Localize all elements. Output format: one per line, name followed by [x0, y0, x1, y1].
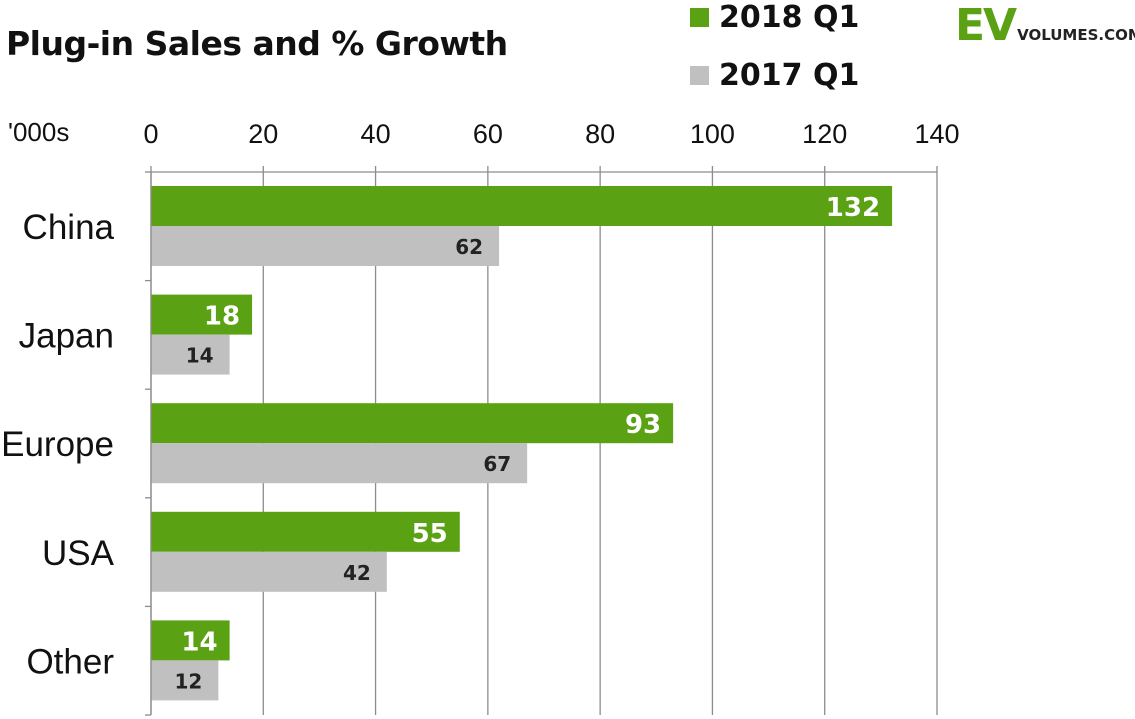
data-label-2018-q1-usa: 55	[412, 519, 448, 549]
data-label-2018-q1-other: 14	[181, 627, 217, 657]
category-label-usa: USA	[42, 534, 115, 573]
bar-2018-q1-usa	[151, 511, 460, 552]
x-tick-label-100: 100	[690, 119, 735, 149]
data-label-2017-q1-usa: 42	[343, 561, 371, 585]
logo-ev-text: EV	[955, 0, 1017, 51]
chart-title: Plug-in Sales and % Growth	[6, 24, 508, 63]
legend-item-2018-q1: 2018 Q1	[690, 0, 859, 35]
category-label-japan: Japan	[19, 317, 114, 356]
bar-2018-q1-europe	[151, 403, 674, 444]
x-tick-label-120: 120	[802, 119, 847, 149]
data-label-2018-q1-china: 132	[826, 193, 880, 223]
category-label-china: China	[23, 208, 115, 247]
data-label-2017-q1-europe: 67	[483, 452, 511, 476]
data-label-2017-q1-japan: 14	[186, 344, 214, 368]
bar-2018-q1-china	[151, 186, 893, 226]
logo-domain-text: VOLUMES.COM	[1017, 26, 1135, 44]
bar-2017-q1-europe	[151, 443, 528, 484]
legend-item-2017-q1: 2017 Q1	[690, 58, 859, 93]
legend-label-2018-q1: 2018 Q1	[719, 0, 860, 35]
category-label-europe: Europe	[1, 425, 114, 464]
bar-2018-q1-japan	[151, 294, 253, 335]
legend-swatch-2018-q1	[690, 8, 709, 27]
x-tick-label-140: 140	[914, 119, 959, 149]
ev-volumes-logo: EV VOLUMES.COM	[955, 4, 1135, 48]
bar-2017-q1-usa	[151, 551, 387, 592]
bar-2017-q1-china	[151, 226, 500, 266]
category-label-other: Other	[26, 642, 114, 681]
axis-unit-label: '000s	[8, 117, 70, 147]
x-tick-label-0: 0	[143, 119, 158, 149]
data-label-2018-q1-japan: 18	[204, 302, 240, 332]
bar-2017-q1-japan	[151, 334, 230, 375]
data-label-2018-q1-europe: 93	[625, 410, 661, 440]
x-tick-label-60: 60	[473, 119, 503, 149]
legend-swatch-2017-q1	[690, 66, 709, 85]
data-label-2017-q1-other: 12	[175, 669, 203, 693]
x-tick-label-40: 40	[361, 119, 391, 149]
legend-label-2017-q1: 2017 Q1	[719, 58, 860, 93]
data-label-2017-q1-china: 62	[455, 235, 483, 259]
x-tick-label-80: 80	[585, 119, 615, 149]
bar-2018-q1-other	[151, 620, 230, 661]
bar-2017-q1-other	[151, 660, 219, 701]
x-tick-label-20: 20	[248, 119, 278, 149]
